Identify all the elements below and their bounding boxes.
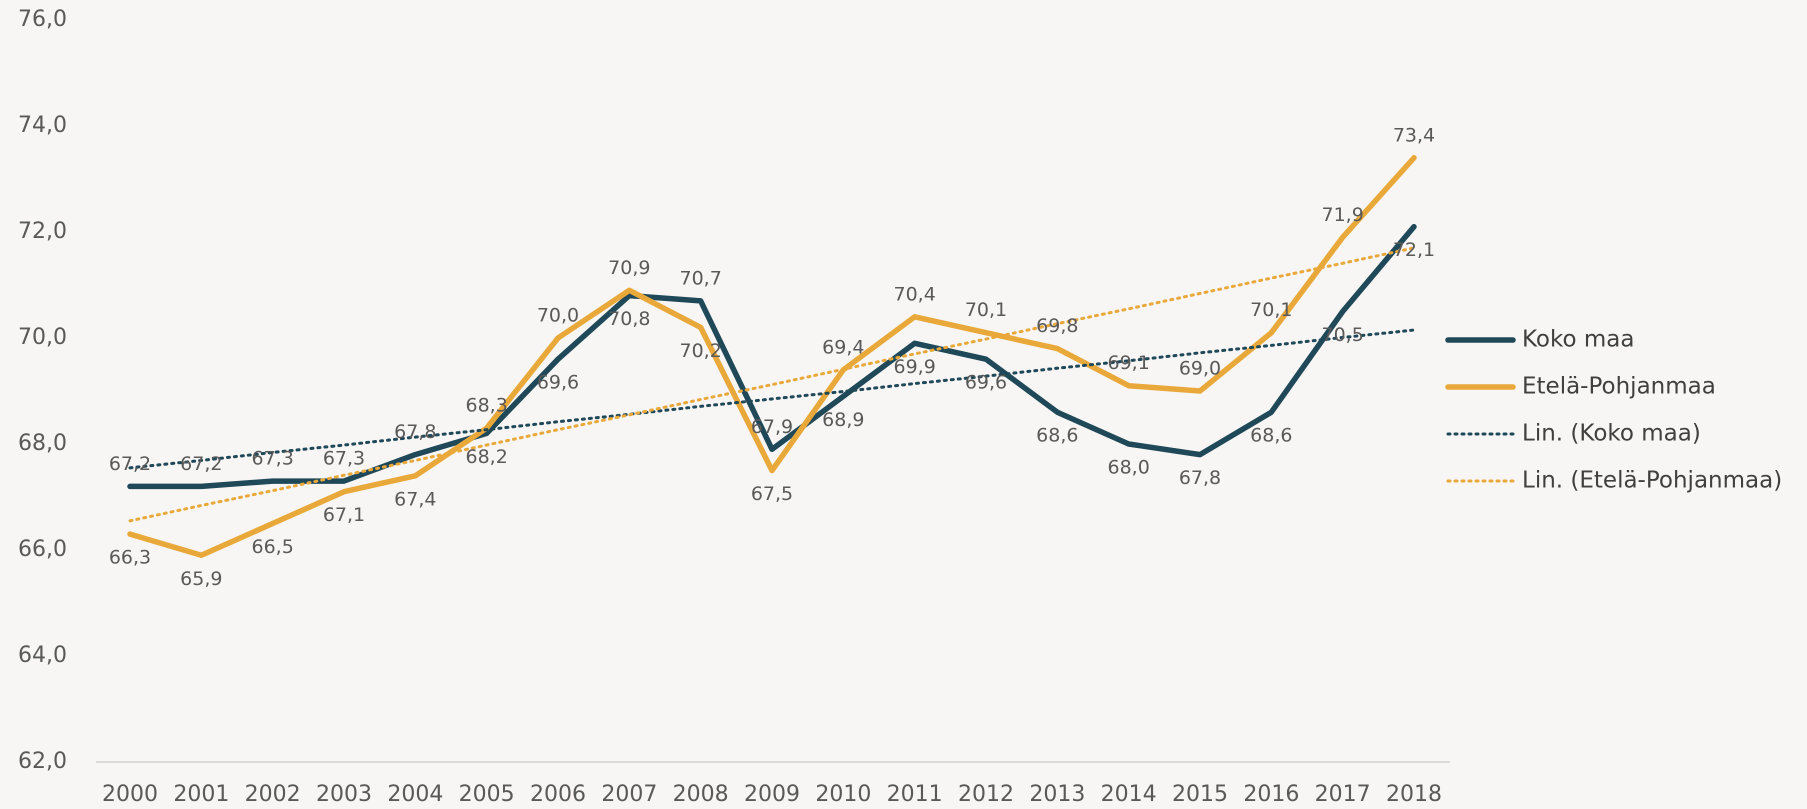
x-tick-label: 2002	[245, 782, 301, 807]
data-label: 67,8	[1179, 467, 1221, 489]
data-label: 68,9	[822, 409, 864, 431]
legend-label: Koko maa	[1522, 327, 1634, 353]
data-label: 70,5	[1322, 324, 1364, 346]
data-label: 70,1	[965, 299, 1007, 321]
data-label: 70,8	[608, 308, 650, 330]
x-tick-label: 2018	[1386, 782, 1442, 807]
trend-line	[128, 328, 1416, 470]
data-label: 69,6	[537, 372, 579, 394]
data-label: 67,3	[323, 448, 365, 470]
x-tick-label: 2000	[102, 782, 158, 807]
x-tick-label: 2004	[387, 782, 443, 807]
data-label: 70,0	[537, 305, 579, 327]
x-tick-label: 2014	[1101, 782, 1157, 807]
data-label: 67,3	[252, 448, 294, 470]
data-label: 70,1	[1250, 299, 1292, 321]
data-label: 69,8	[1036, 315, 1078, 337]
data-label: 67,2	[109, 453, 151, 475]
x-tick-label: 2015	[1172, 782, 1228, 807]
data-label: 68,6	[1036, 425, 1078, 447]
x-tick-label: 2017	[1315, 782, 1371, 807]
data-label: 67,9	[751, 416, 793, 438]
y-tick-label: 74,0	[18, 113, 67, 138]
y-tick-label: 72,0	[18, 219, 67, 244]
data-label: 68,0	[1108, 457, 1150, 479]
data-label: 69,0	[1179, 358, 1221, 380]
data-label: 70,7	[680, 267, 722, 289]
trend-line	[128, 246, 1416, 523]
x-tick-label: 2016	[1243, 782, 1299, 807]
legend-label: Lin. (Koko maa)	[1522, 421, 1701, 447]
y-tick-label: 66,0	[18, 537, 67, 562]
data-label: 68,6	[1250, 425, 1292, 447]
data-label: 72,1	[1393, 239, 1435, 261]
data-label: 67,8	[394, 421, 436, 443]
data-label: 67,5	[751, 483, 793, 505]
x-tick-label: 2013	[1029, 782, 1085, 807]
y-tick-label: 76,0	[18, 7, 67, 32]
line	[127, 155, 1417, 559]
x-tick-label: 2010	[815, 782, 871, 807]
x-tick-label: 2006	[530, 782, 586, 807]
legend-label: Etelä-Pohjanmaa	[1522, 374, 1716, 400]
data-label: 70,4	[894, 283, 936, 305]
x-tick-label: 2009	[744, 782, 800, 807]
x-tick-label: 2003	[316, 782, 372, 807]
data-label: 69,6	[965, 372, 1007, 394]
x-tick-label: 2008	[673, 782, 729, 807]
data-label: 65,9	[180, 568, 222, 590]
x-tick-label: 2012	[958, 782, 1014, 807]
y-tick-label: 62,0	[18, 749, 67, 774]
x-tick-label: 2005	[459, 782, 515, 807]
data-label: 69,9	[894, 356, 936, 378]
line	[127, 223, 1417, 490]
data-label: 66,3	[109, 547, 151, 569]
data-label: 67,1	[323, 504, 365, 526]
x-tick-label: 2011	[887, 782, 943, 807]
data-label: 68,2	[466, 446, 508, 468]
data-label: 70,2	[680, 340, 722, 362]
data-label: 69,1	[1108, 352, 1150, 374]
y-tick-label: 64,0	[18, 643, 67, 668]
data-label: 67,2	[180, 453, 222, 475]
y-tick-label: 68,0	[18, 431, 67, 456]
x-tick-label: 2001	[173, 782, 229, 807]
y-tick-label: 70,0	[18, 325, 67, 350]
data-label: 66,5	[252, 536, 294, 558]
legend-label: Lin. (Etelä-Pohjanmaa)	[1522, 468, 1782, 494]
data-label: 71,9	[1322, 204, 1364, 226]
x-tick-label: 2007	[601, 782, 657, 807]
data-label: 67,4	[394, 488, 436, 510]
data-label: 68,3	[466, 395, 508, 417]
data-label: 70,9	[608, 257, 650, 279]
data-label: 73,4	[1393, 124, 1435, 146]
data-label: 69,4	[822, 336, 864, 358]
